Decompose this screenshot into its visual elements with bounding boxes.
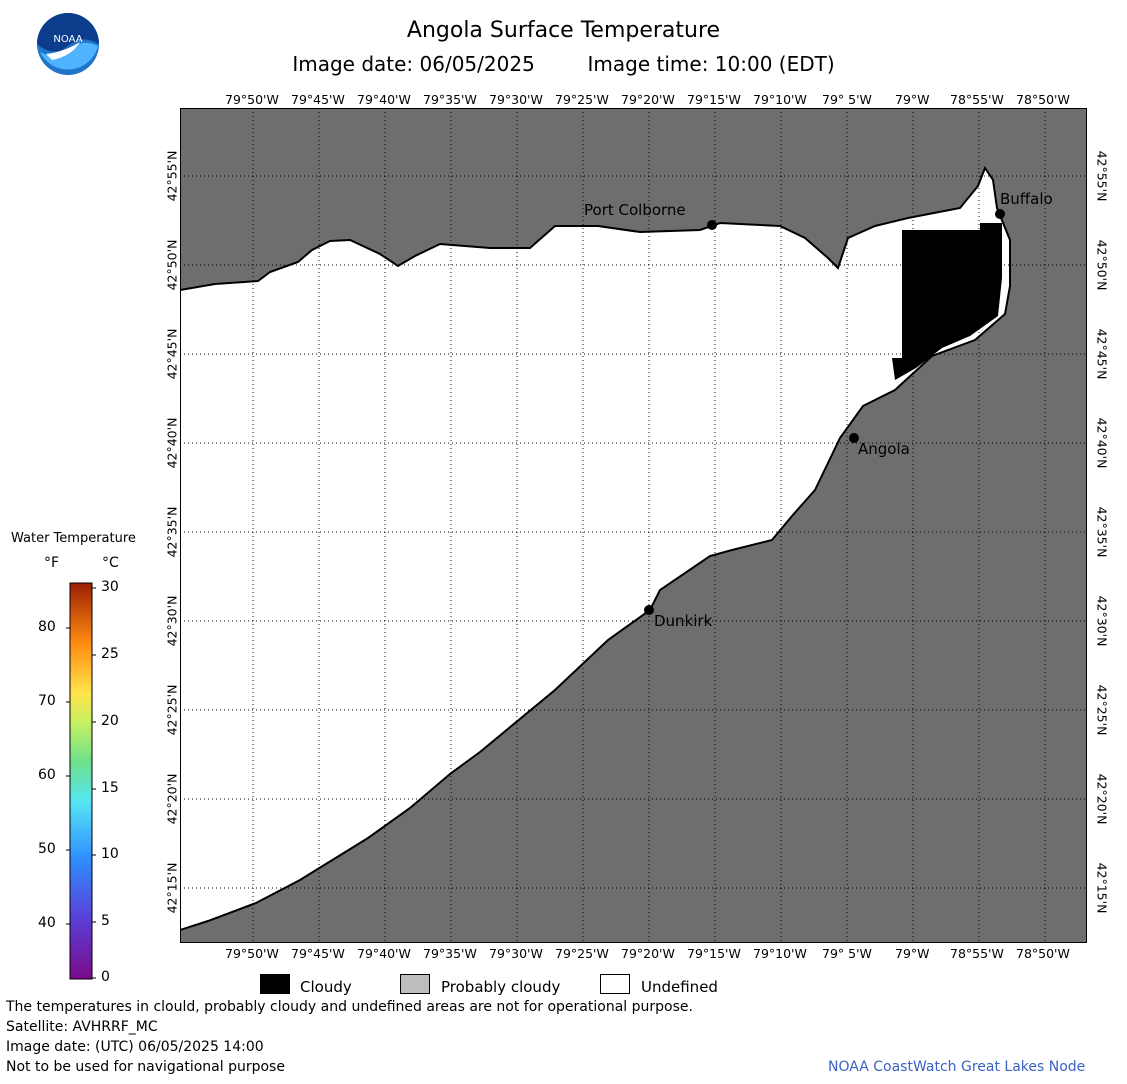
place-marker-port-colborne — [707, 220, 717, 230]
lat-tick-left: 42°50'N — [164, 239, 180, 291]
lon-tick-bottom: 79° 5'W — [822, 946, 872, 961]
lat-tick-right: 42°30'N — [1094, 595, 1110, 647]
sst-map — [180, 108, 1087, 943]
scale-c-label: 20 — [101, 713, 119, 729]
credit-link[interactable]: NOAA CoastWatch Great Lakes Node — [828, 1059, 1086, 1075]
lon-tick-bottom: 79°25'W — [555, 946, 609, 961]
lon-tick-top: 78°50'W — [1016, 92, 1070, 107]
lon-tick-bottom: 79°40'W — [357, 946, 411, 961]
noaa-logo: NOAA — [36, 12, 100, 76]
lat-tick-right: 42°25'N — [1094, 684, 1110, 736]
lon-tick-top: 79°10'W — [753, 92, 807, 107]
place-marker-angola — [849, 433, 859, 443]
legend-label-probably-cloudy: Probably cloudy — [441, 978, 561, 996]
lat-tick-left: 42°25'N — [164, 684, 180, 736]
image-date: Image date: 06/05/2025 — [292, 52, 535, 76]
lon-tick-bottom: 79°15'W — [687, 946, 741, 961]
lon-tick-top: 79°25'W — [555, 92, 609, 107]
scale-unit-c: °C — [102, 555, 119, 571]
scale-f-label: 80 — [38, 619, 56, 635]
lon-tick-bottom: 79°30'W — [489, 946, 543, 961]
lat-tick-right: 42°20'N — [1094, 773, 1110, 825]
lon-tick-top: 79°20'W — [621, 92, 675, 107]
navigation-note: Not to be used for navigational purpose — [6, 1059, 285, 1075]
scale-c-label: 30 — [101, 579, 119, 595]
scale-f-label: 50 — [38, 841, 56, 857]
scale-f-label: 70 — [38, 693, 56, 709]
logo-text: NOAA — [53, 34, 82, 45]
cloudy-area — [892, 223, 1002, 380]
scale-c-label: 0 — [101, 969, 110, 985]
lon-tick-top: 79° 5'W — [822, 92, 872, 107]
lon-tick-bottom: 79°50'W — [225, 946, 279, 961]
scale-f-label: 40 — [38, 915, 56, 931]
lat-tick-right: 42°15'N — [1094, 862, 1110, 914]
image-datetime: Image date: 06/05/2025 Image time: 10:00… — [0, 52, 1127, 76]
place-label-buffalo: Buffalo — [1000, 190, 1053, 208]
map-title: Angola Surface Temperature — [406, 18, 721, 43]
place-label-port-colborne: Port Colborne — [584, 201, 686, 219]
disclaimer-note: The temperatures in clould, probably clo… — [6, 999, 693, 1015]
lat-tick-right: 42°40'N — [1094, 417, 1110, 469]
legend-swatch-probably-cloudy — [400, 974, 430, 994]
scale-f-label: 60 — [38, 767, 56, 783]
lat-tick-left: 42°55'N — [164, 150, 180, 202]
lat-tick-left: 42°20'N — [164, 773, 180, 825]
scale-title: Water Temperature — [11, 531, 136, 546]
utc-date-note: Image date: (UTC) 06/05/2025 14:00 — [6, 1039, 264, 1055]
place-marker-dunkirk — [644, 605, 654, 615]
scale-c-label: 5 — [101, 913, 110, 929]
lat-tick-right: 42°35'N — [1094, 506, 1110, 558]
lat-tick-left: 42°30'N — [164, 595, 180, 647]
place-label-dunkirk: Dunkirk — [654, 612, 713, 630]
satellite-note: Satellite: AVHRRF_MC — [6, 1019, 158, 1035]
lat-tick-left: 42°45'N — [164, 328, 180, 380]
lat-tick-right: 42°55'N — [1094, 150, 1110, 202]
legend-swatch-undefined — [600, 974, 630, 994]
lon-tick-bottom: 79°20'W — [621, 946, 675, 961]
scale-c-label: 25 — [101, 646, 119, 662]
legend-swatch-cloudy — [260, 974, 290, 994]
lon-tick-top: 79°50'W — [225, 92, 279, 107]
image-time: Image time: 10:00 (EDT) — [587, 52, 835, 76]
legend-label-undefined: Undefined — [641, 978, 718, 996]
lon-tick-top: 79°35'W — [423, 92, 477, 107]
scale-c-label: 15 — [101, 780, 119, 796]
lat-tick-right: 42°45'N — [1094, 328, 1110, 380]
lon-tick-top: 79°30'W — [489, 92, 543, 107]
place-label-angola: Angola — [858, 440, 910, 458]
place-marker-buffalo — [995, 209, 1005, 219]
lon-tick-bottom: 78°55'W — [950, 946, 1004, 961]
lon-tick-bottom: 79°45'W — [291, 946, 345, 961]
scale-unit-f: °F — [44, 555, 60, 571]
undefined-water — [180, 165, 1011, 932]
lat-tick-left: 42°35'N — [164, 506, 180, 558]
map-frame — [180, 108, 1087, 943]
lon-tick-bottom: 79°10'W — [753, 946, 807, 961]
lon-tick-bottom: 79°W — [895, 946, 930, 961]
legend-label-cloudy: Cloudy — [300, 978, 352, 996]
lon-tick-top: 79°15'W — [687, 92, 741, 107]
lon-tick-top: 79°45'W — [291, 92, 345, 107]
lat-tick-right: 42°50'N — [1094, 239, 1110, 291]
lat-tick-left: 42°40'N — [164, 417, 180, 469]
lon-tick-top: 79°W — [895, 92, 930, 107]
scale-c-label: 10 — [101, 846, 119, 862]
lon-tick-top: 79°40'W — [357, 92, 411, 107]
lat-tick-left: 42°15'N — [164, 862, 180, 914]
temperature-colorbar — [66, 582, 96, 980]
lon-tick-bottom: 79°35'W — [423, 946, 477, 961]
lon-tick-top: 78°55'W — [950, 92, 1004, 107]
lon-tick-bottom: 78°50'W — [1016, 946, 1070, 961]
